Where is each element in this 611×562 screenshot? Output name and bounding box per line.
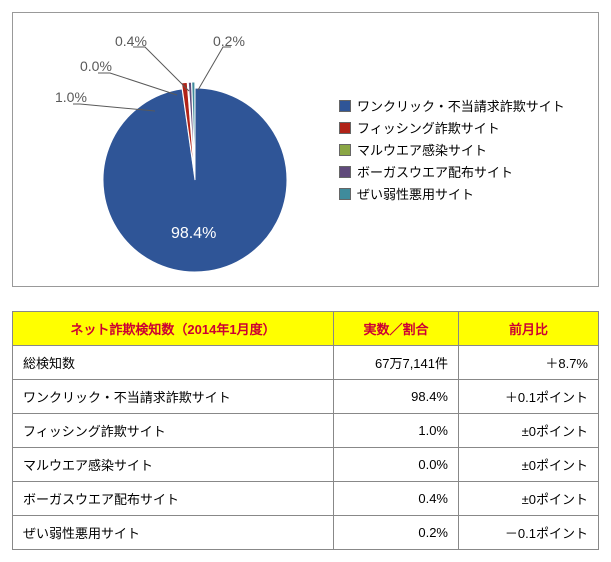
legend-item: ボーガスウエア配布サイト: [339, 162, 565, 181]
legend-item: ワンクリック・不当請求詐欺サイト: [339, 96, 565, 115]
callout-leader: [133, 47, 189, 91]
table-row: ボーガスウエア配布サイト0.4%±0ポイント: [13, 482, 599, 516]
row-delta: ＋8.7%: [459, 346, 599, 380]
row-label: 総検知数: [13, 346, 334, 380]
row-delta: ＋0.1ポイント: [459, 380, 599, 414]
legend-label: マルウエア感染サイト: [357, 140, 487, 159]
callout-label: 0.4%: [115, 33, 147, 49]
row-label: ワンクリック・不当請求詐欺サイト: [13, 380, 334, 414]
row-label: フィッシング詐欺サイト: [13, 414, 334, 448]
legend-swatch: [339, 100, 351, 112]
row-value: 98.4%: [334, 380, 459, 414]
row-label: ぜい弱性悪用サイト: [13, 516, 334, 550]
legend-item: ぜい弱性悪用サイト: [339, 184, 565, 203]
pie-chart-panel: 98.4% 1.0% 0.0%0.4% 0.2% ワンクリック・不当請求詐欺サイトフィ…: [12, 12, 599, 287]
row-value: 67万7,141件: [334, 346, 459, 380]
pie-chart: 98.4% 1.0% 0.0%0.4% 0.2%: [25, 25, 325, 275]
stats-table: ネット詐欺検知数（2014年1月度） 実数／割合 前月比 総検知数67万7,14…: [12, 311, 599, 550]
row-delta: ±0ポイント: [459, 482, 599, 516]
callout-label: 98.4%: [171, 225, 216, 243]
legend-item: フィッシング詐欺サイト: [339, 118, 565, 137]
legend-swatch: [339, 166, 351, 178]
legend-label: フィッシング詐欺サイト: [357, 118, 500, 137]
table-header-value: 実数／割合: [334, 312, 459, 346]
table-row: ワンクリック・不当請求詐欺サイト98.4%＋0.1ポイント: [13, 380, 599, 414]
row-value: 0.0%: [334, 448, 459, 482]
row-delta: ±0ポイント: [459, 414, 599, 448]
legend-item: マルウエア感染サイト: [339, 140, 565, 159]
legend-label: ボーガスウエア配布サイト: [357, 162, 513, 181]
table-row: フィッシング詐欺サイト1.0%±0ポイント: [13, 414, 599, 448]
row-delta: －0.1ポイント: [459, 516, 599, 550]
row-value: 0.2%: [334, 516, 459, 550]
callout-label: 1.0%: [55, 89, 87, 105]
table-row: 総検知数67万7,141件＋8.7%: [13, 346, 599, 380]
legend-swatch: [339, 122, 351, 134]
callout-label: 0.0%: [80, 58, 112, 74]
row-delta: ±0ポイント: [459, 448, 599, 482]
legend-label: ぜい弱性悪用サイト: [357, 184, 474, 203]
row-label: ボーガスウエア配布サイト: [13, 482, 334, 516]
row-value: 1.0%: [334, 414, 459, 448]
callout-label: 0.2%: [213, 33, 245, 49]
legend: ワンクリック・不当請求詐欺サイトフィッシング詐欺サイトマルウエア感染サイトボーガ…: [339, 93, 565, 206]
legend-swatch: [339, 188, 351, 200]
legend-label: ワンクリック・不当請求詐欺サイト: [357, 96, 565, 115]
table-row: マルウエア感染サイト0.0%±0ポイント: [13, 448, 599, 482]
callout-leader: [198, 47, 231, 90]
table-header-delta: 前月比: [459, 312, 599, 346]
table-header-title: ネット詐欺検知数（2014年1月度）: [13, 312, 334, 346]
row-value: 0.4%: [334, 482, 459, 516]
legend-swatch: [339, 144, 351, 156]
table-row: ぜい弱性悪用サイト0.2%－0.1ポイント: [13, 516, 599, 550]
callout-leader: [98, 73, 177, 95]
row-label: マルウエア感染サイト: [13, 448, 334, 482]
